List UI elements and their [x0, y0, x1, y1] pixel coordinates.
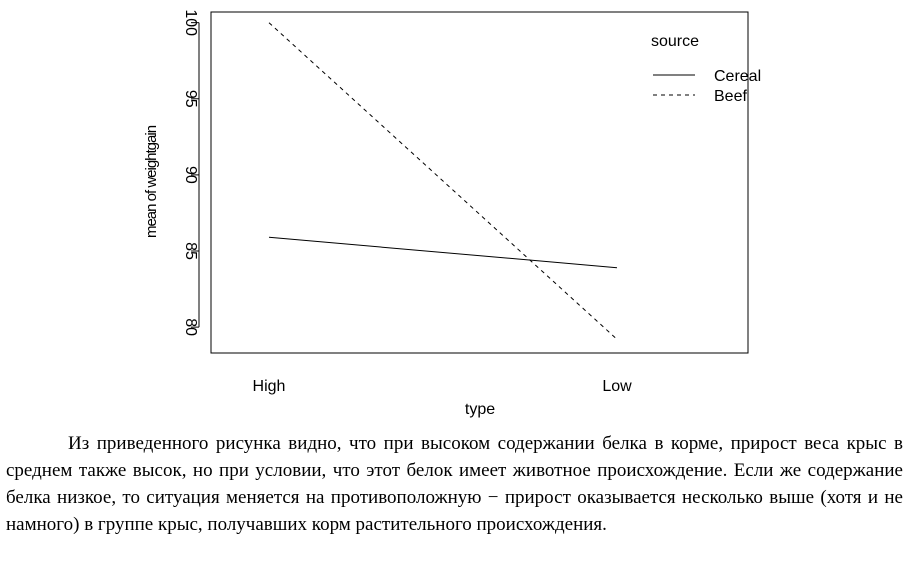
series-lines — [268, 22, 618, 340]
y-axis: 80 85 90 95 100 — [182, 9, 200, 336]
plot-frame — [210, 11, 749, 354]
interaction-plot: 80 85 90 95 100 High Low type mean of weightg… — [143, 9, 761, 418]
y-tick-label: 80 — [182, 318, 199, 336]
y-axis-label: mean of weightgain — [143, 125, 160, 238]
x-tick-label: High — [253, 378, 286, 395]
legend-title: source — [651, 33, 699, 50]
caption-paragraph: Из приведенного рисунка видно, что при в… — [6, 433, 903, 535]
x-axis: High Low — [253, 378, 633, 395]
series-line-cereal — [268, 236, 618, 269]
y-tick-label: 85 — [182, 242, 199, 260]
y-tick-label: 100 — [182, 9, 199, 36]
series-line-beef — [268, 22, 618, 340]
legend-label-beef: Beef — [714, 88, 747, 105]
legend: source Cereal Beef — [651, 33, 761, 105]
y-tick-label: 95 — [182, 90, 199, 108]
x-axis-label: type — [465, 401, 495, 418]
x-tick-label: Low — [602, 378, 632, 395]
y-tick-label: 90 — [182, 166, 199, 184]
legend-label-cereal: Cereal — [714, 68, 761, 85]
